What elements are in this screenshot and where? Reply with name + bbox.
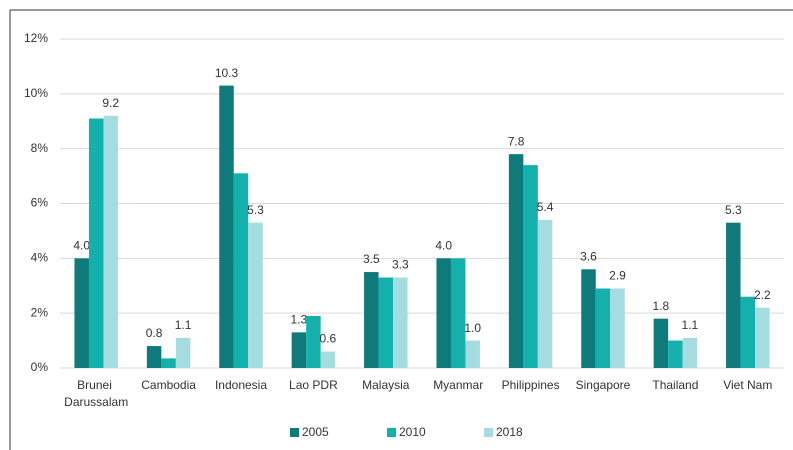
bar [364, 272, 379, 368]
data-label: 0.8 [146, 326, 163, 340]
bar [88, 118, 104, 368]
x-tick-label: Philippines [502, 378, 560, 392]
y-tick-label: 12% [24, 31, 48, 45]
x-tick-label: Singapore [576, 378, 631, 392]
data-label: 5.3 [247, 203, 264, 217]
data-label: 1.3 [291, 313, 308, 327]
bar [595, 288, 611, 368]
y-tick-label: 0% [31, 360, 49, 374]
x-tick-label: Malaysia [362, 378, 410, 392]
bar [146, 346, 162, 368]
data-label: 2.2 [754, 288, 771, 302]
data-label: 1.1 [175, 318, 192, 332]
data-label: 9.2 [102, 96, 119, 110]
data-label: 10.3 [215, 66, 239, 80]
bar [306, 315, 321, 368]
bar [537, 219, 553, 368]
data-label: 3.3 [392, 258, 409, 272]
x-tick-label: Myanmar [433, 378, 483, 392]
data-label: 1.0 [464, 321, 481, 335]
bar [248, 222, 263, 368]
bar [755, 307, 770, 368]
data-label: 4.0 [435, 239, 452, 253]
bar [320, 351, 336, 368]
legend-swatch [290, 428, 299, 437]
bar [219, 85, 234, 368]
legend-label: 2018 [496, 425, 523, 439]
bar [233, 173, 249, 368]
x-tick-label: Indonesia [215, 378, 267, 392]
x-tick-label-line: Brunei [77, 378, 115, 392]
bar [610, 288, 625, 368]
bar [508, 154, 524, 368]
bar [450, 258, 466, 368]
legend-label: 2010 [399, 425, 426, 439]
x-tick-label: Viet Nam [723, 378, 772, 392]
bar [74, 258, 89, 368]
bar [523, 165, 538, 368]
data-label: 7.8 [508, 134, 525, 148]
bar [740, 296, 756, 368]
bar [291, 332, 307, 368]
bar [161, 358, 176, 368]
y-tick-label: 4% [31, 251, 49, 265]
bar [726, 222, 741, 368]
data-label: 1.8 [653, 299, 670, 313]
bar [465, 340, 480, 368]
data-label: 5.3 [725, 203, 742, 217]
legend-swatch [484, 428, 493, 437]
x-tick-label: Lao PDR [289, 378, 338, 392]
bar [653, 318, 669, 368]
x-tick-label: Cambodia [141, 378, 196, 392]
legend-swatch [387, 428, 396, 437]
data-label: 2.9 [609, 269, 626, 283]
bar [682, 337, 698, 368]
data-label: 3.5 [363, 252, 380, 266]
y-tick-label: 2% [31, 305, 49, 319]
y-tick-label: 6% [31, 196, 49, 210]
data-label: 0.6 [320, 332, 337, 346]
bar [581, 269, 596, 368]
bar [436, 258, 451, 368]
data-label: 3.6 [580, 249, 597, 263]
y-tick-label: 8% [31, 141, 49, 155]
bar [175, 337, 191, 368]
data-label: 1.1 [682, 318, 699, 332]
legend-label: 2005 [302, 425, 329, 439]
bar [393, 277, 408, 368]
bar [668, 340, 683, 368]
bar [378, 277, 394, 368]
x-tick-label-line: Darussalam [64, 395, 128, 409]
data-label: 5.4 [537, 200, 554, 214]
x-tick-label: Brunei Darussalam [64, 378, 128, 409]
data-label: 4.0 [73, 239, 90, 253]
x-tick-label: Thailand [652, 378, 698, 392]
y-tick-label: 10% [24, 86, 48, 100]
bar [103, 115, 118, 369]
